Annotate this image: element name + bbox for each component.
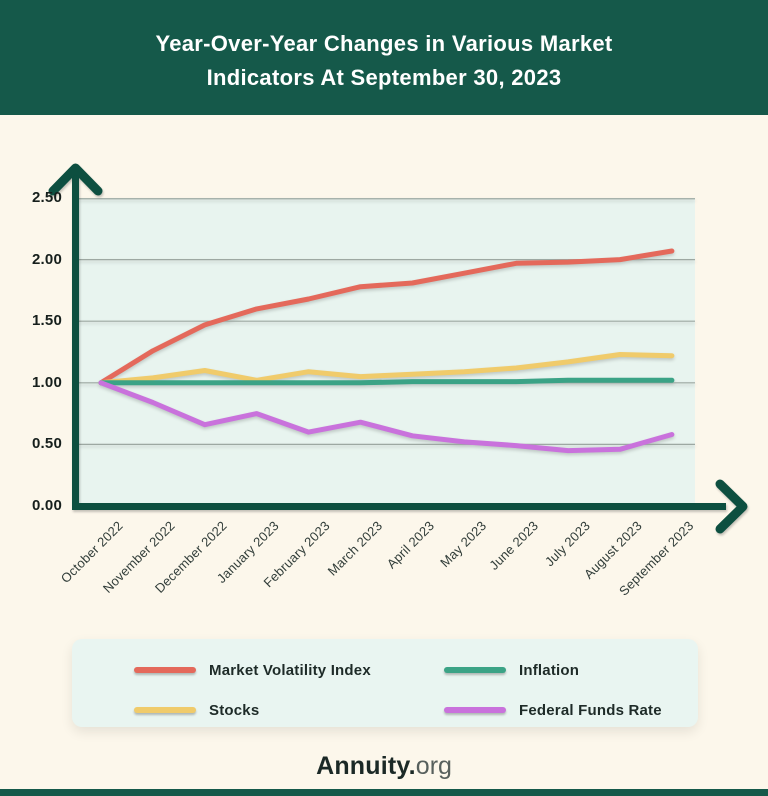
line-chart-canvas: [79, 198, 695, 454]
y-axis-tick-label: 1.00: [32, 373, 62, 391]
series-line-inflation: [98, 377, 675, 386]
y-axis-tick-label: 2.50: [32, 189, 62, 206]
x-axis-tick-label: May 2023: [436, 518, 489, 571]
y-axis-tick-label: 2.00: [32, 250, 62, 268]
legend-item-market-volatility-index: Market Volatility Index: [134, 660, 444, 680]
series-line-stocks: [98, 352, 675, 386]
legend-item-stocks: Stocks: [134, 700, 444, 720]
brand-logo: Annuity.org: [0, 752, 768, 781]
y-axis-tick-label: 0.50: [32, 435, 62, 453]
bottom-accent-bar: [0, 789, 768, 796]
brand-logo-bold: Annuity.: [316, 752, 416, 780]
plot-area-background: [79, 198, 695, 506]
brand-logo-light: org: [415, 752, 452, 780]
y-axis-tick-label: 0.00: [32, 497, 62, 514]
x-axis-tick-label: April 2023: [383, 518, 438, 572]
x-axis-tick-label: March 2023: [324, 518, 386, 579]
legend-label-inflation: Inflation: [519, 661, 580, 679]
x-axis-arrowhead-icon: [715, 479, 748, 534]
chart-title-line1: Year-Over-Year Changes in Various Market: [155, 31, 613, 56]
y-axis-arrowhead-icon: [48, 163, 103, 196]
legend-swatch-stocks: [134, 707, 196, 713]
series-line-federal-funds-rate: [98, 380, 675, 454]
legend-label-market-volatility-index: Market Volatility Index: [209, 661, 371, 679]
chart-title-line2: Indicators At September 30, 2023: [206, 65, 562, 90]
header-banner: Year-Over-Year Changes in Various Market…: [0, 0, 768, 115]
legend-swatch-inflation: [444, 667, 506, 673]
chart-title: Year-Over-Year Changes in Various Market…: [0, 0, 768, 95]
y-axis-tick-label: 1.50: [32, 312, 62, 330]
legend-label-federal-funds-rate: Federal Funds Rate: [519, 701, 662, 719]
x-axis-tick-label: June 2023: [485, 518, 541, 573]
legend-label-stocks: Stocks: [209, 701, 260, 719]
legend-box: Market Volatility Index Inflation Stocks…: [72, 639, 698, 727]
legend-item-federal-funds-rate: Federal Funds Rate: [444, 700, 698, 720]
legend-swatch-federal-funds-rate: [444, 707, 506, 713]
legend-item-inflation: Inflation: [444, 660, 698, 680]
legend-swatch-market-volatility-index: [134, 667, 196, 673]
series-line-market-volatility-index: [98, 248, 675, 386]
x-axis-tick-label: July 2023: [541, 518, 593, 570]
